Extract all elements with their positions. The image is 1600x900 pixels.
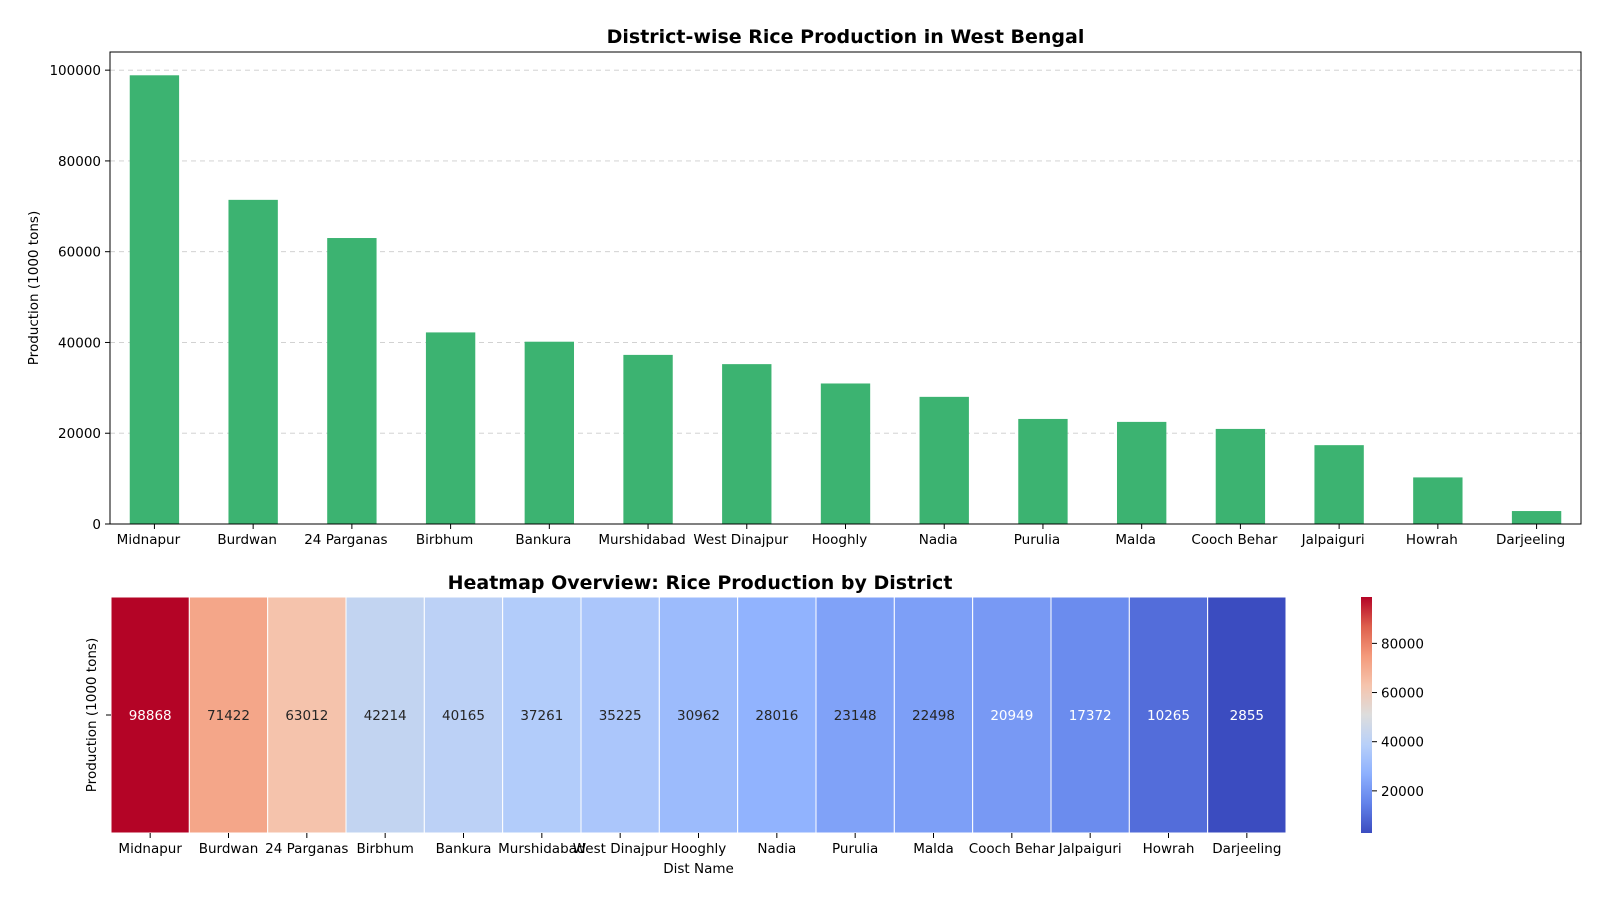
colorbar-tick-label-80000: 80000 — [1381, 636, 1424, 652]
bar-x-tick-label-howrah: Howrah — [1406, 532, 1458, 548]
heatmap-x-tick-label-murshidabad: Murshidabad — [498, 841, 585, 857]
bar-chart: District-wise Rice Production in West Be… — [26, 26, 1582, 548]
heatmap-cell-value-jalpaiguri: 17372 — [1069, 708, 1112, 724]
heatmap-cell-west-dinajpur — [580, 596, 660, 834]
bar-x-tick-label-birbhum: Birbhum — [416, 532, 473, 548]
bar-burdwan — [228, 199, 278, 524]
bar-24-parganas — [327, 238, 377, 524]
heatmap-cell-value-darjeeling: 2855 — [1230, 708, 1264, 724]
heatmap-cell-value-malda: 22498 — [912, 708, 955, 724]
bar-nadia — [919, 396, 969, 524]
heatmap-cell-burdwan — [188, 596, 269, 834]
bar-west-dinajpur — [722, 364, 772, 524]
bar-chart-y-ticks: 0 20000 40000 60000 80000 100000 — [49, 63, 110, 533]
heatmap-cell-value-birbhum: 42214 — [364, 708, 407, 724]
bar-y-tick-label-0: 0 — [92, 517, 101, 533]
heatmap-cell-value-bankura: 40165 — [442, 708, 485, 724]
bar-x-tick-label-burdwan: Burdwan — [217, 532, 277, 548]
bar-cooch-behar — [1215, 428, 1266, 524]
bar-x-tick-label-cooch-behar: Cooch Behar — [1191, 532, 1278, 548]
heatmap-x-tick-label-burdwan: Burdwan — [199, 841, 259, 857]
bar-bankura — [524, 341, 575, 524]
bar-x-tick-label-murshidabad: Murshidabad — [598, 532, 685, 548]
bar-x-tick-label-midnapur: Midnapur — [117, 532, 181, 548]
heatmap-x-tick-label-hooghly: Hooghly — [671, 841, 727, 857]
bar-murshidabad — [623, 354, 673, 524]
heatmap-x-tick-label-birbhum: Birbhum — [356, 841, 413, 857]
heatmap-cell-value-24-parganas: 63012 — [285, 708, 328, 724]
bar-birbhum — [425, 332, 476, 524]
bar-purulia — [1018, 418, 1068, 524]
bar-x-tick-label-darjeeling: Darjeeling — [1496, 532, 1565, 548]
heatmap-cell-darjeeling — [1207, 596, 1287, 834]
bar-x-tick-label-jalpaiguri: Jalpaiguri — [1301, 532, 1365, 548]
heatmap-title: Heatmap Overview: Rice Production by Dis… — [448, 572, 953, 594]
heatmap-chart: Heatmap Overview: Rice Production by Dis… — [84, 572, 1287, 877]
heatmap-cell-murshidabad — [502, 596, 582, 834]
heatmap-cell-jalpaiguri — [1050, 596, 1130, 834]
heatmap-cell-value-purulia: 23148 — [834, 708, 877, 724]
heatmap-cell-value-west-dinajpur: 35225 — [599, 708, 642, 724]
heatmap-x-tick-label-bankura: Bankura — [436, 841, 492, 857]
heatmap-y-axis-label: Production (1000 tons) — [84, 638, 100, 792]
bar-x-tick-label-malda: Malda — [1115, 532, 1156, 548]
heatmap-x-tick-label-cooch-behar: Cooch Behar — [969, 841, 1056, 857]
heatmap-cell-value-burdwan: 71422 — [207, 708, 250, 724]
bar-x-tick-label-purulia: Purulia — [1014, 532, 1060, 548]
heatmap-x-tick-label-malda: Malda — [913, 841, 954, 857]
colorbar-tick-label-40000: 40000 — [1381, 735, 1424, 751]
heatmap-x-ticks: Midnapur Burdwan 24 Parganas Birbhum Bankura… — [118, 833, 1281, 857]
heatmap-cell-value-howrah: 10265 — [1147, 708, 1190, 724]
heatmap-cell-value-murshidabad: 37261 — [520, 708, 563, 724]
heatmap-cell-value-midnapur: 98868 — [129, 708, 172, 724]
bar-y-tick-label-60000: 60000 — [58, 245, 101, 261]
colorbar-gradient — [1361, 597, 1372, 833]
bar-x-tick-label-west-dinajpur: West Dinajpur — [693, 532, 788, 548]
heatmap-cell-value-nadia: 28016 — [755, 708, 798, 724]
bar-jalpaiguri — [1314, 445, 1364, 524]
heatmap-cell-value-hooghly: 30962 — [677, 708, 720, 724]
bar-howrah — [1413, 477, 1463, 524]
heatmap-x-tick-label-darjeeling: Darjeeling — [1212, 841, 1281, 857]
heatmap-cell-value-cooch-behar: 20949 — [990, 708, 1033, 724]
bar-x-tick-label-bankura: Bankura — [515, 532, 571, 548]
bar-chart-bars — [129, 75, 1562, 524]
heatmap-x-tick-label-jalpaiguri: Jalpaiguri — [1058, 841, 1122, 857]
heatmap-cell-birbhum — [345, 596, 425, 834]
heatmap-x-tick-label-nadia: Nadia — [757, 841, 796, 857]
heatmap-cell-malda — [893, 596, 974, 834]
heatmap-cells: 98868 71422 63012 42214 40165 37261 35225 30962… — [110, 596, 1287, 834]
bar-x-tick-label-nadia: Nadia — [919, 532, 958, 548]
bar-midnapur — [129, 75, 180, 524]
bar-chart-title: District-wise Rice Production in West Be… — [607, 26, 1085, 48]
bar-y-tick-label-100000: 100000 — [49, 63, 101, 79]
heatmap-x-axis-label: Dist Name — [663, 861, 734, 877]
heatmap-cell-howrah — [1128, 596, 1209, 834]
heatmap-cell-nadia — [737, 596, 817, 834]
bar-y-tick-label-80000: 80000 — [58, 154, 101, 170]
heatmap-x-tick-label-purulia: Purulia — [832, 841, 878, 857]
bar-y-tick-label-40000: 40000 — [58, 335, 101, 351]
bar-chart-x-ticks: Midnapur Burdwan 24 Parganas Birbhum Bankura… — [117, 524, 1565, 548]
heatmap-x-tick-label-24-parganas: 24 Parganas — [265, 841, 348, 857]
heatmap-x-tick-label-midnapur: Midnapur — [118, 841, 182, 857]
colorbar-ticks: 20000 40000 60000 80000 — [1372, 636, 1424, 800]
bar-x-tick-label-hooghly: Hooghly — [812, 532, 868, 548]
heatmap-cell-bankura — [423, 596, 504, 834]
bar-x-tick-label-24-parganas: 24 Parganas — [304, 532, 387, 548]
heatmap-x-tick-label-howrah: Howrah — [1143, 841, 1195, 857]
colorbar-tick-label-60000: 60000 — [1381, 686, 1424, 702]
bar-chart-y-axis-label: Production (1000 tons) — [26, 211, 42, 365]
bar-y-tick-label-20000: 20000 — [58, 426, 101, 442]
bar-darjeeling — [1511, 511, 1562, 524]
heatmap-colorbar: 20000 40000 60000 80000 — [1361, 597, 1424, 833]
heatmap-x-tick-label-west-dinajpur: West Dinajpur — [573, 841, 668, 857]
bar-malda — [1116, 421, 1167, 524]
colorbar-tick-label-20000: 20000 — [1381, 784, 1424, 800]
bar-hooghly — [820, 383, 871, 524]
